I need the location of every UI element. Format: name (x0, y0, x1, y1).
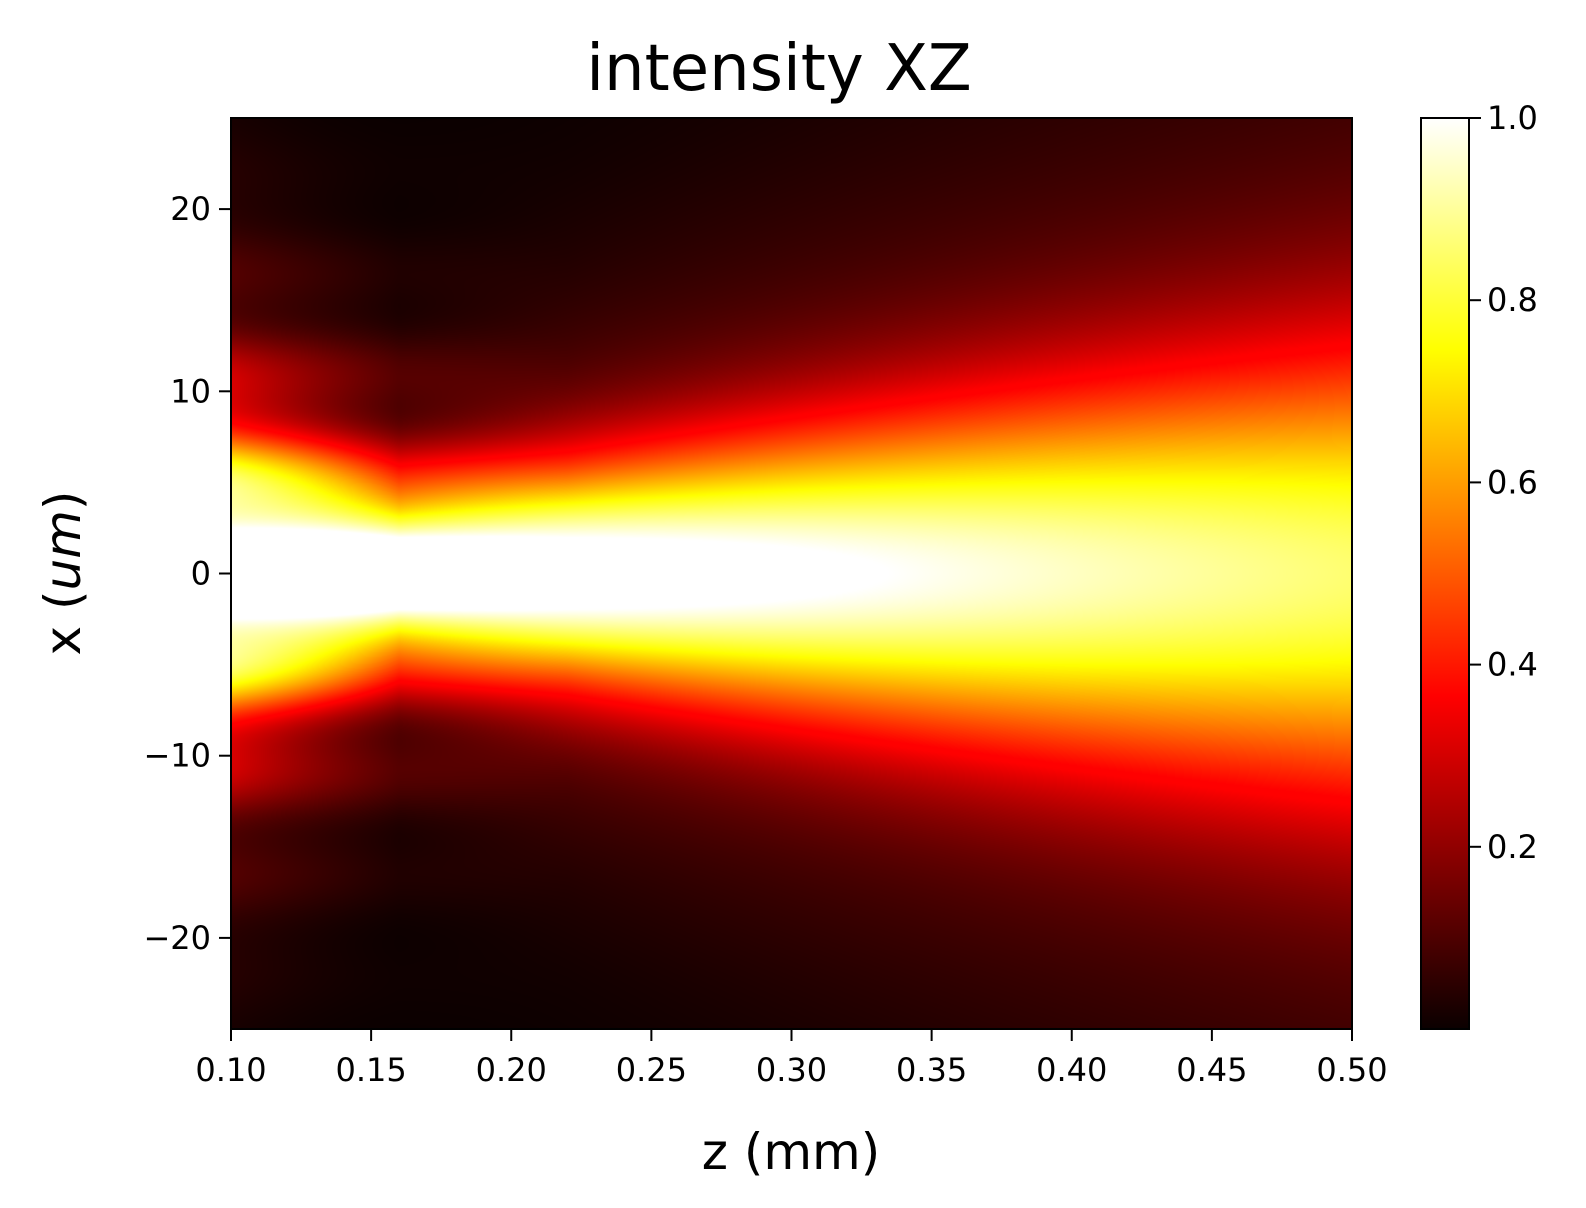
y-axis-label: x (um) (34, 491, 92, 656)
y-tick-label: 10 (170, 372, 211, 410)
heatmap-area (231, 118, 1352, 1029)
colorbar (1420, 117, 1470, 1030)
y-tick-label: 20 (170, 190, 211, 228)
colorbar-ticks: 1.0 0.8 0.6 0.4 0.2 (1469, 99, 1538, 866)
y-tick-label: 0 (191, 555, 211, 593)
colorbar-tick-label: 0.4 (1487, 646, 1538, 684)
x-tick-label: 0.10 (195, 1051, 266, 1089)
colorbar-tick-label: 0.2 (1487, 828, 1538, 866)
x-tick-label: 0.25 (616, 1051, 687, 1089)
colorbar-tick-label: 0.6 (1487, 463, 1538, 501)
x-tick-label: 0.35 (896, 1051, 967, 1089)
colorbar-tick-label: 0.8 (1487, 281, 1538, 319)
x-tick-label: 0.20 (476, 1051, 547, 1089)
colorbar-tick-label: 1.0 (1487, 99, 1538, 137)
y-tick-label: −20 (143, 919, 211, 957)
y-axis-label-prefix: x ( (34, 590, 92, 655)
y-tick-label: −10 (143, 737, 211, 775)
x-tick-label: 0.30 (756, 1051, 827, 1089)
x-tick-label: 0.15 (336, 1051, 407, 1089)
x-tick-label: 0.40 (1036, 1051, 1107, 1089)
y-axis-ticks: 20 10 0 −10 −20 (143, 190, 231, 957)
x-axis-ticks: 0.10 0.15 0.20 0.25 0.30 0.35 0.40 0.45 0.50 (195, 1029, 1388, 1089)
x-tick-label: 0.45 (1176, 1051, 1247, 1089)
x-tick-label: 0.50 (1316, 1051, 1387, 1089)
x-axis-label: z (mm) (702, 1123, 881, 1181)
y-axis-label-suffix: ) (34, 491, 92, 511)
chart-title: intensity XZ (586, 32, 972, 106)
y-axis-label-unit: um (34, 510, 92, 590)
